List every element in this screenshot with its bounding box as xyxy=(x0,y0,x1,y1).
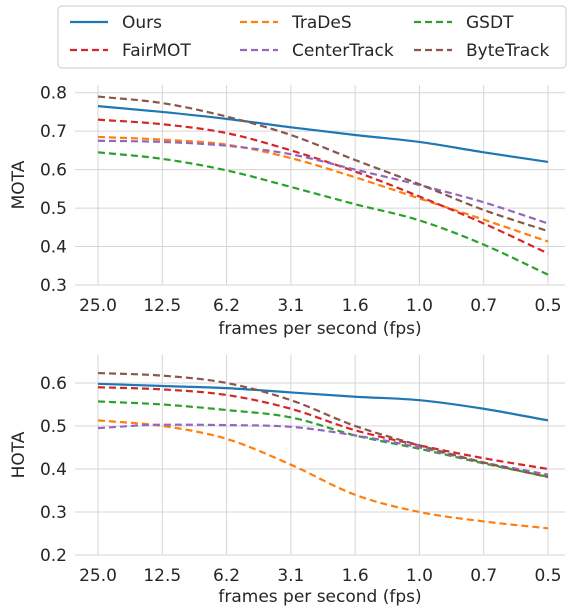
mota-y-tick-label: 0.4 xyxy=(40,238,67,258)
mota-series-centertrack xyxy=(97,139,549,225)
hota-x-tick-label: 1.6 xyxy=(342,566,369,586)
hota-series-ours xyxy=(97,382,549,422)
legend-label-ours: Ours xyxy=(122,13,162,33)
mota-y-tick-label: 0.7 xyxy=(40,122,67,142)
mota-series-gsdt xyxy=(97,151,549,276)
legend-entry-bytetrack: ByteTrack xyxy=(414,41,549,61)
mota-grid xyxy=(75,85,565,286)
legend: Ours TraDeS GSDT FairMOT CenterTrack ByteTrac… xyxy=(57,5,567,69)
hota-series-centertrack xyxy=(97,423,549,476)
hota-series-trades xyxy=(97,419,549,530)
hota-x-axis-label: frames per second (fps) xyxy=(218,587,421,607)
legend-entry-gsdt: GSDT xyxy=(414,13,514,33)
mota-series-fairmot xyxy=(97,118,549,255)
legend-label-trades: TraDeS xyxy=(291,13,352,33)
mota-x-tick-label: 1.0 xyxy=(406,296,433,316)
hota-series-bytetrack xyxy=(97,371,549,479)
hota-y-tick-label: 0.5 xyxy=(40,417,67,437)
mota-y-ticks: 0.3 0.4 0.5 0.6 0.7 0.8 xyxy=(40,84,67,296)
legend-label-gsdt: GSDT xyxy=(466,13,514,33)
mota-y-axis-label: MOTA xyxy=(9,160,29,209)
mota-x-tick-label: 6.2 xyxy=(213,296,240,316)
hota-y-tick-label: 0.3 xyxy=(40,503,67,523)
mota-x-tick-label: 1.6 xyxy=(342,296,369,316)
hota-panel: 0.2 0.3 0.4 0.5 0.6 25.0 12.5 6.2 3.1 1.6 1.0 0.7 0… xyxy=(9,355,565,607)
hota-y-tick-label: 0.4 xyxy=(40,460,67,480)
legend-entry-centertrack: CenterTrack xyxy=(240,41,394,61)
hota-x-tick-label: 3.1 xyxy=(277,566,304,586)
legend-entry-trades: TraDeS xyxy=(240,13,352,33)
hota-y-ticks: 0.2 0.3 0.4 0.5 0.6 xyxy=(40,374,67,566)
mota-panel: 0.3 0.4 0.5 0.6 0.7 0.8 25.0 12.5 6.2 3.1 1.6 1.0 0… xyxy=(9,84,565,339)
hota-x-tick-label: 6.2 xyxy=(213,566,240,586)
hota-x-tick-label: 0.7 xyxy=(470,566,497,586)
legend-entry-ours: Ours xyxy=(70,13,162,33)
hota-series xyxy=(97,371,549,530)
hota-series-gsdt xyxy=(97,400,549,478)
hota-y-tick-label: 0.6 xyxy=(40,374,67,394)
mota-y-tick-label: 0.5 xyxy=(40,199,67,219)
mota-series-ours xyxy=(97,105,549,164)
mota-y-tick-label: 0.3 xyxy=(40,276,67,296)
hota-x-tick-label: 0.5 xyxy=(534,566,561,586)
hota-x-tick-label: 25.0 xyxy=(79,566,117,586)
legend-label-bytetrack: ByteTrack xyxy=(466,41,549,61)
mota-y-tick-label: 0.6 xyxy=(40,161,67,181)
hota-x-ticks: 25.0 12.5 6.2 3.1 1.6 1.0 0.7 0.5 xyxy=(79,566,561,586)
hota-y-axis-label: HOTA xyxy=(9,431,29,478)
mota-series-trades xyxy=(97,135,549,243)
mota-x-tick-label: 12.5 xyxy=(143,296,181,316)
mota-series-bytetrack xyxy=(97,95,549,233)
legend-label-centertrack: CenterTrack xyxy=(292,41,394,61)
legend-entry-fairmot: FairMOT xyxy=(70,41,191,61)
hota-x-tick-label: 12.5 xyxy=(143,566,181,586)
mota-x-ticks: 25.0 12.5 6.2 3.1 1.6 1.0 0.7 0.5 xyxy=(79,296,561,316)
hota-y-tick-label: 0.2 xyxy=(40,546,67,566)
legend-label-fairmot: FairMOT xyxy=(122,41,191,61)
hota-x-tick-label: 1.0 xyxy=(406,566,433,586)
mota-plot-area xyxy=(75,85,565,285)
mota-x-tick-label: 0.5 xyxy=(534,296,561,316)
mota-x-axis-label: frames per second (fps) xyxy=(218,319,421,339)
hota-series-fairmot xyxy=(97,386,549,471)
mota-x-tick-label: 3.1 xyxy=(277,296,304,316)
mota-x-tick-label: 0.7 xyxy=(470,296,497,316)
mota-x-tick-label: 25.0 xyxy=(79,296,117,316)
mota-y-tick-label: 0.8 xyxy=(40,84,67,104)
mota-series xyxy=(97,95,549,276)
